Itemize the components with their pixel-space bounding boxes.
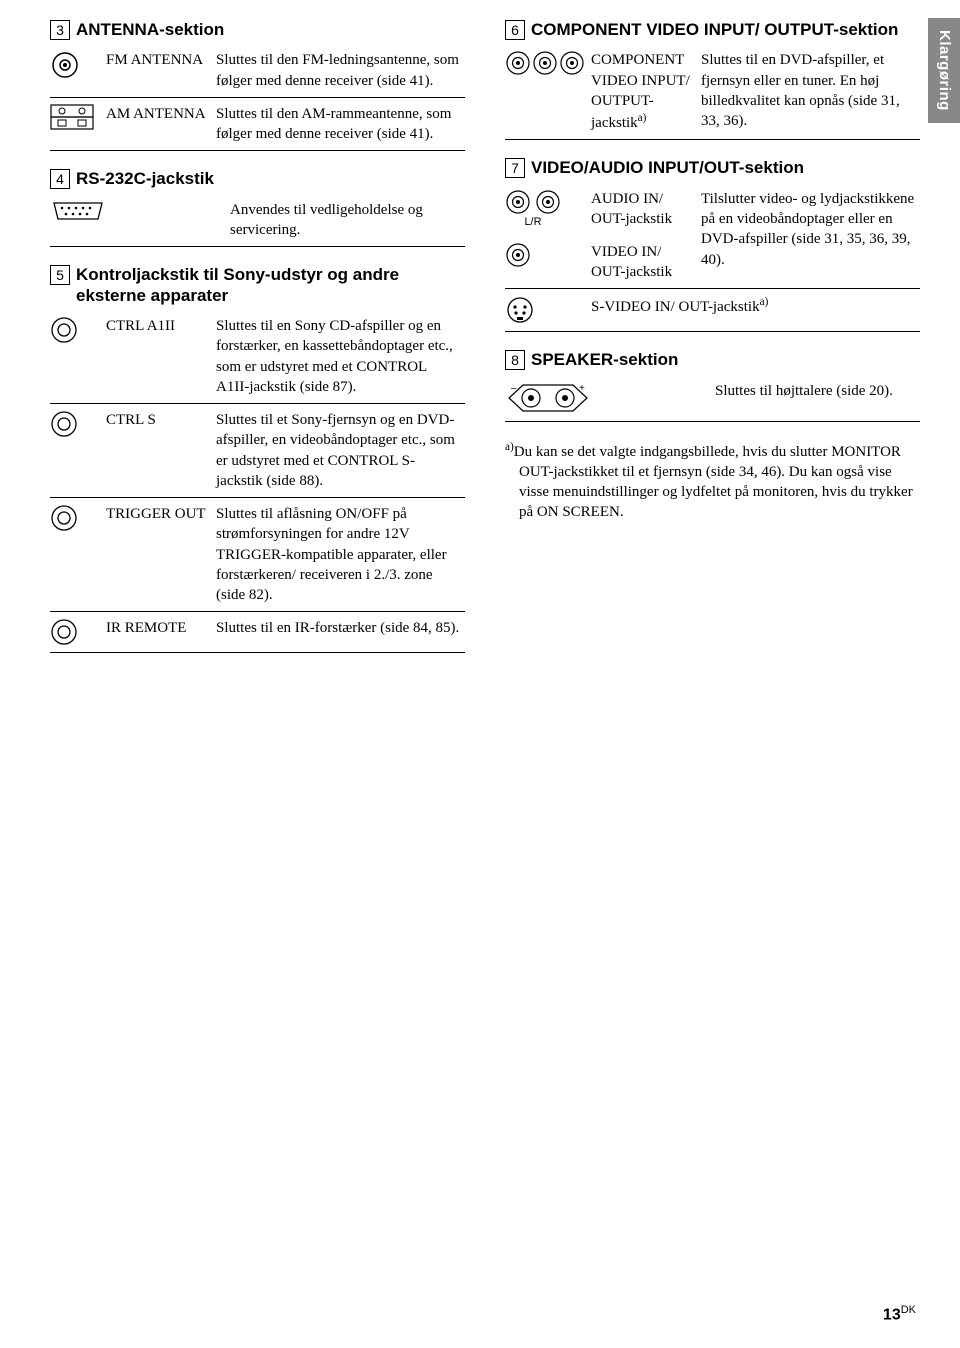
icon-cell: [505, 289, 591, 332]
row-label: AUDIO IN/ OUT-jackstik: [591, 183, 701, 236]
sidebar-tab: Klargøring: [928, 18, 960, 123]
table-row: L/R AUDIO IN/ OUT-jackstik Tilslutter vi…: [505, 183, 920, 236]
table-row: CTRL S Sluttes til et Sony-fjernsyn og e…: [50, 404, 465, 498]
section-7-head: 7 VIDEO/AUDIO INPUT/OUT-sektion: [505, 158, 920, 178]
table-row: TRIGGER OUT Sluttes til aflåsning ON/OFF…: [50, 498, 465, 612]
row-label: [120, 194, 230, 247]
row-desc: Sluttes til den FM-ledningsantenne, som …: [216, 44, 465, 97]
section-5-table: CTRL A1II Sluttes til en Sony CD-afspill…: [50, 310, 465, 653]
row-label: [605, 375, 715, 422]
section-8-head: 8 SPEAKER-sektion: [505, 350, 920, 370]
minijack-icon: [50, 410, 78, 438]
row-label: IR REMOTE: [106, 612, 216, 653]
section-title: COMPONENT VIDEO INPUT/ OUTPUT-sektion: [531, 20, 920, 40]
row-label: FM ANTENNA: [106, 44, 216, 97]
table-row: S-VIDEO IN/ OUT-jackstika): [505, 289, 920, 332]
table-row: – + Sluttes til højttalere (side 20).: [505, 375, 920, 422]
pagenum-lang: DK: [901, 1304, 916, 1316]
rca-triple-icon: [505, 50, 585, 76]
left-column: 3 ANTENNA-sektion FM ANTENNA Sluttes til…: [50, 20, 465, 671]
row-label: VIDEO IN/ OUT-jackstik: [591, 236, 701, 289]
section-title: VIDEO/AUDIO INPUT/OUT-sektion: [531, 158, 920, 178]
section-number: 7: [505, 158, 525, 178]
footnote-sup: a): [505, 441, 514, 453]
footnote-text: Du kan se det valgte indgangsbillede, hv…: [514, 444, 913, 521]
icon-cell: [50, 612, 106, 653]
speaker-terminal-icon: – +: [505, 381, 591, 415]
section-4-head: 4 RS-232C-jackstik: [50, 169, 465, 189]
row-label: COMPONENT VIDEO INPUT/ OUTPUT-jackstika): [591, 44, 701, 140]
section-3-head: 3 ANTENNA-sektion: [50, 20, 465, 40]
minijack-icon: [50, 316, 78, 344]
table-row: COMPONENT VIDEO INPUT/ OUTPUT-jackstika)…: [505, 44, 920, 140]
section-5-head: 5 Kontroljackstik til Sony-udstyr og and…: [50, 265, 465, 306]
row-desc: Sluttes til en Sony CD-afspiller og en f…: [216, 310, 465, 404]
icon-cell: L/R: [505, 183, 591, 236]
row-desc: Sluttes til aflåsning ON/OFF på strømfor…: [216, 498, 465, 612]
section-number: 5: [50, 265, 70, 285]
page-content: 3 ANTENNA-sektion FM ANTENNA Sluttes til…: [0, 0, 960, 671]
icon-cell: [50, 97, 106, 151]
icon-cell: [50, 310, 106, 404]
section-title: ANTENNA-sektion: [76, 20, 465, 40]
row-desc: Sluttes til et Sony-fjernsyn og en DVD-a…: [216, 404, 465, 498]
section-4-table: Anvendes til vedligeholdelse og servicer…: [50, 194, 465, 248]
lr-label: L/R: [505, 215, 561, 230]
label-sup: a): [638, 112, 647, 124]
section-7-table: L/R AUDIO IN/ OUT-jackstik Tilslutter vi…: [505, 183, 920, 332]
svg-text:+: +: [579, 383, 585, 394]
section-title: RS-232C-jackstik: [76, 169, 465, 189]
coax-jack-icon: [50, 50, 80, 80]
rca-single-icon: [505, 242, 531, 268]
am-terminal-icon: [50, 104, 94, 130]
label-text: S-VIDEO IN/ OUT-jackstik: [591, 299, 760, 315]
minijack-icon: [50, 504, 78, 532]
pagenum-value: 13: [883, 1306, 901, 1323]
minijack-icon: [50, 618, 78, 646]
page-number: 13DK: [883, 1303, 916, 1326]
footnote: a)Du kan se det valgte indgangsbillede, …: [505, 440, 920, 523]
row-label: CTRL S: [106, 404, 216, 498]
icon-cell: [50, 194, 120, 247]
section-title: SPEAKER-sektion: [531, 350, 920, 370]
table-row: Anvendes til vedligeholdelse og servicer…: [50, 194, 465, 247]
section-number: 4: [50, 169, 70, 189]
section-6-head: 6 COMPONENT VIDEO INPUT/ OUTPUT-sektion: [505, 20, 920, 40]
section-number: 6: [505, 20, 525, 40]
row-label: S-VIDEO IN/ OUT-jackstika): [591, 289, 920, 332]
section-title: Kontroljackstik til Sony-udstyr og andre…: [76, 265, 465, 306]
section-number: 3: [50, 20, 70, 40]
icon-cell: [505, 236, 591, 289]
row-label: TRIGGER OUT: [106, 498, 216, 612]
icon-cell: – +: [505, 375, 605, 422]
table-row: CTRL A1II Sluttes til en Sony CD-afspill…: [50, 310, 465, 404]
section-3-table: FM ANTENNA Sluttes til den FM-ledningsan…: [50, 44, 465, 151]
section-number: 8: [505, 350, 525, 370]
row-desc: Sluttes til en DVD-afspiller, et fjernsy…: [701, 44, 920, 140]
table-row: IR REMOTE Sluttes til en IR-forstærker (…: [50, 612, 465, 653]
table-row: FM ANTENNA Sluttes til den FM-ledningsan…: [50, 44, 465, 97]
row-desc: Anvendes til vedligeholdelse og servicer…: [230, 194, 465, 247]
rca-pair-icon: [505, 189, 561, 215]
icon-cell: [50, 404, 106, 498]
row-desc: Sluttes til den AM-rammeantenne, som føl…: [216, 97, 465, 151]
rs232-port-icon: [50, 200, 106, 222]
icon-cell: [50, 44, 106, 97]
table-row: AM ANTENNA Sluttes til den AM-rammeanten…: [50, 97, 465, 151]
row-desc: Sluttes til højttalere (side 20).: [715, 375, 920, 422]
icon-cell: [505, 44, 591, 140]
icon-cell: [50, 498, 106, 612]
row-desc: Tilslutter video- og lydjackstikkene på …: [701, 183, 920, 289]
section-6-table: COMPONENT VIDEO INPUT/ OUTPUT-jackstika)…: [505, 44, 920, 140]
row-label: AM ANTENNA: [106, 97, 216, 151]
section-8-table: – + Sluttes til højttalere (side 20).: [505, 375, 920, 422]
row-desc: Sluttes til en IR-forstærker (side 84, 8…: [216, 612, 465, 653]
svideo-icon: [505, 295, 535, 325]
label-sup: a): [760, 296, 769, 308]
row-label: CTRL A1II: [106, 310, 216, 404]
right-column: 6 COMPONENT VIDEO INPUT/ OUTPUT-sektion: [505, 20, 920, 671]
svg-text:–: –: [511, 383, 517, 394]
